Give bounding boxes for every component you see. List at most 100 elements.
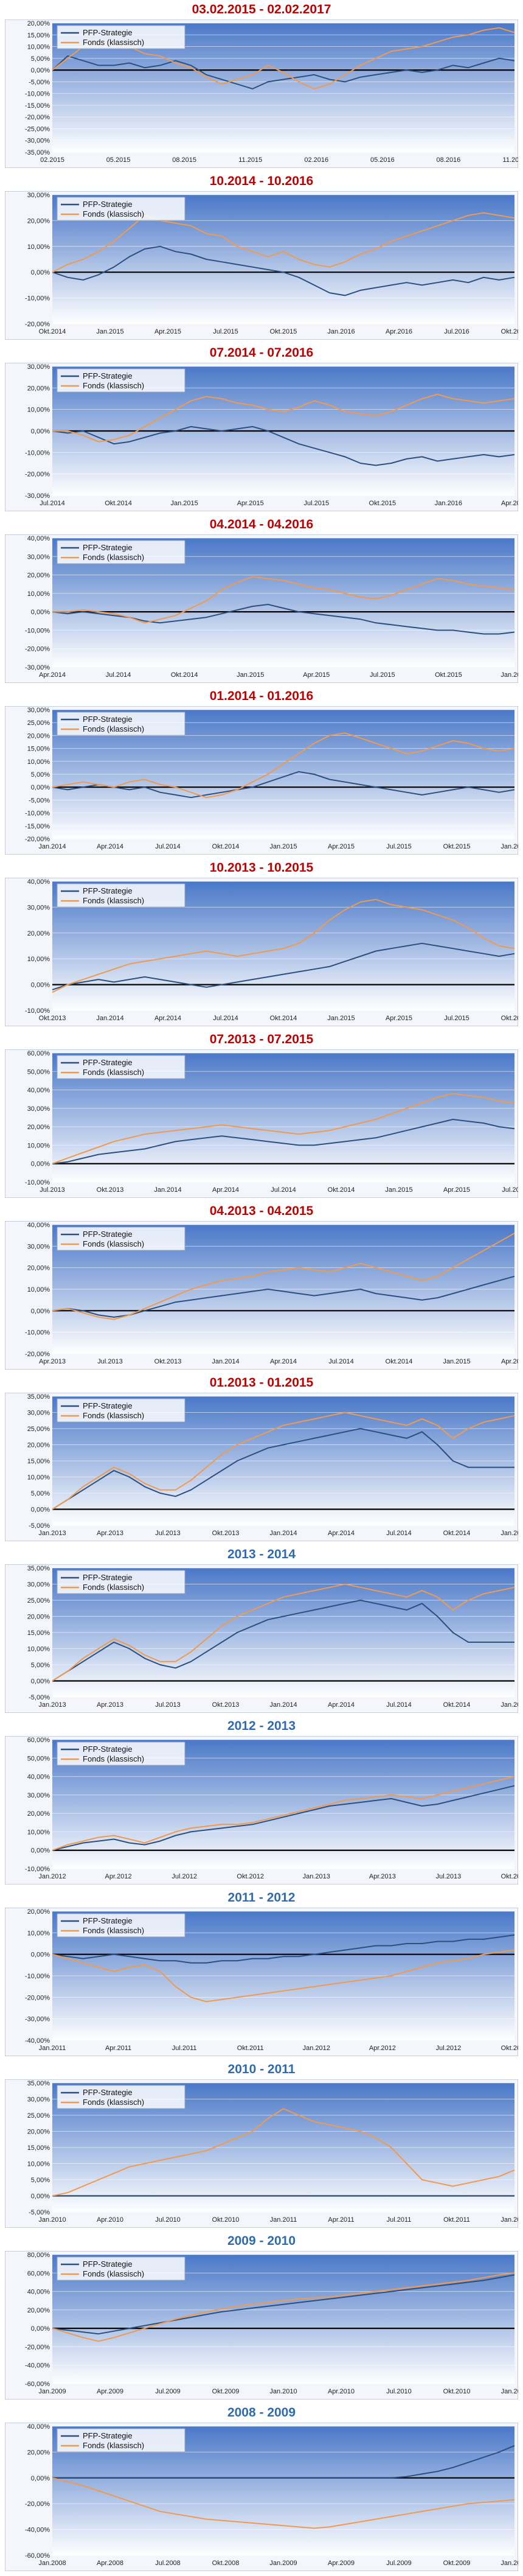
x-tick-label: Jul.2013 [436, 1873, 462, 1880]
chart-svg: 40,00% 30,00% 20,00% 10,00% 0,00% -10,00% -20,… [5, 1221, 518, 1370]
x-tick-label: Apr.2014 [39, 671, 66, 679]
x-tick-label: Okt.2013 [212, 1701, 240, 1709]
legend-label: Fonds (klassisch) [83, 553, 144, 562]
x-tick-label: Okt.2009 [443, 2560, 471, 2567]
y-tick-label: -10,00% [25, 91, 50, 98]
x-tick-label: Jul.2014 [106, 671, 131, 679]
y-tick-label: 40,00% [27, 1222, 50, 1229]
legend-label: Fonds (klassisch) [83, 724, 144, 733]
legend-box [57, 1741, 185, 1766]
y-tick-label: 20,00% [27, 2307, 50, 2314]
y-tick-label: 5,00% [31, 1490, 50, 1497]
chart-panel: 07.2014 - 07.2016 30,00% 20,00% 10,00% 0,00%… [0, 343, 523, 515]
x-tick-label: Jan.2015 [500, 1701, 518, 1709]
chart-title: 04.2013 - 04.2015 [209, 1204, 314, 1218]
y-tick-label: -30,00% [25, 2016, 50, 2023]
series-line-strategy [52, 2274, 515, 2335]
x-tick-label: Jan.2015 [443, 1358, 470, 1365]
legend-label: PFP-Strategie [83, 886, 133, 895]
y-tick-label: -20,00% [25, 471, 50, 478]
chart-title: 2011 - 2012 [227, 1891, 296, 1905]
x-tick-label: Jul.2010 [386, 2388, 412, 2395]
y-tick-label: 15,00% [27, 1458, 50, 1465]
x-tick-label: Jan.2015 [96, 328, 123, 335]
series-line-fund [52, 1412, 515, 1510]
x-tick-label: Okt.2013 [97, 1186, 124, 1194]
y-tick-label: 20,00% [27, 385, 50, 392]
series-line-strategy [52, 1119, 515, 1164]
y-tick-label: 30,00% [27, 1105, 50, 1113]
legend-label: PFP-Strategie [83, 1230, 133, 1239]
y-tick-label: 10,00% [27, 590, 50, 598]
x-tick-label: Jul.2015 [370, 671, 395, 679]
y-tick-label: 20,00% [27, 1908, 50, 1916]
series-line-fund [52, 898, 515, 993]
x-tick-label: Jan.2014 [154, 1186, 181, 1194]
chart-title: 01.2014 - 01.2016 [209, 689, 314, 703]
y-tick-label: 50,00% [27, 1068, 50, 1076]
x-tick-label: Jul.2011 [172, 2045, 197, 2052]
x-tick-label: Okt.2008 [212, 2560, 240, 2567]
x-tick-label: Apr.2010 [328, 2388, 355, 2395]
legend-box [57, 368, 185, 393]
x-tick-label: Jan.2014 [212, 1358, 239, 1365]
legend-box [57, 883, 185, 908]
x-tick-label: Jan.2012 [38, 1873, 66, 1880]
y-tick-label: 0,00% [31, 1951, 50, 1959]
series-line-strategy [52, 942, 515, 991]
y-tick-label: 10,00% [27, 1930, 50, 1937]
y-tick-label: 10,00% [27, 1474, 50, 1482]
x-tick-label: Apr.2013 [97, 1701, 123, 1709]
y-tick-label: 40,00% [27, 878, 50, 886]
legend-box [57, 1913, 185, 1937]
y-tick-label: -20,00% [25, 2501, 50, 2508]
series-line-fund [52, 2272, 515, 2342]
x-tick-label: Jul.2014 [40, 500, 65, 507]
x-tick-label: Okt.2010 [212, 2216, 240, 2224]
y-tick-label: 20,00% [27, 930, 50, 937]
chart-panel: 04.2013 - 04.2015 40,00% 30,00% 20,00% 10,00… [0, 1202, 523, 1373]
y-tick-label: 25,00% [27, 1597, 50, 1605]
legend-label: Fonds (klassisch) [83, 1926, 144, 1935]
legend-label: PFP-Strategie [83, 28, 133, 37]
chart-title: 2012 - 2013 [227, 1719, 296, 1733]
y-tick-label: 40,00% [27, 2289, 50, 2296]
y-tick-label: 20,00% [27, 1442, 50, 1449]
y-tick-label: 0,00% [31, 2475, 50, 2482]
legend-box [57, 2085, 185, 2109]
y-tick-label: 20,00% [27, 1810, 50, 1818]
y-tick-label: 30,00% [27, 553, 50, 561]
y-tick-label: 40,00% [27, 535, 50, 542]
y-tick-label: -10,00% [25, 1329, 50, 1337]
x-tick-label: Jan.2011 [270, 2216, 297, 2224]
y-tick-label: 15,00% [27, 32, 50, 39]
x-tick-label: Apr.2012 [105, 1873, 132, 1880]
series-line-strategy [52, 55, 515, 89]
x-tick-label: Okt.2014 [443, 1530, 471, 1537]
y-tick-label: -10,00% [25, 449, 50, 457]
y-tick-label: 60,00% [27, 1737, 50, 1744]
x-tick-label: 05.2016 [370, 156, 395, 164]
x-tick-label: Okt.2014 [171, 671, 198, 679]
y-tick-label: 25,00% [27, 1426, 50, 1433]
x-tick-label: Apr.2010 [97, 2216, 123, 2224]
y-tick-label: 15,00% [27, 1629, 50, 1637]
x-tick-label: Jul.2014 [155, 843, 181, 850]
y-tick-label: 35,00% [27, 2080, 50, 2087]
x-tick-label: Jul.2014 [213, 1015, 238, 1022]
x-tick-label: Okt.2014 [39, 328, 66, 335]
y-tick-label: 10,00% [27, 243, 50, 251]
x-tick-label: Okt.2010 [443, 2388, 471, 2395]
y-tick-label: 20,00% [27, 732, 50, 740]
y-tick-label: -60,00% [25, 2381, 50, 2388]
y-tick-label: 20,00% [27, 20, 50, 27]
x-tick-label: Apr.2015 [328, 843, 355, 850]
series-line-strategy [52, 1428, 514, 1510]
chart-title: 2013 - 2014 [227, 1547, 296, 1561]
y-tick-label: -40,00% [25, 2362, 50, 2370]
y-tick-label: 30,00% [27, 1792, 50, 1799]
